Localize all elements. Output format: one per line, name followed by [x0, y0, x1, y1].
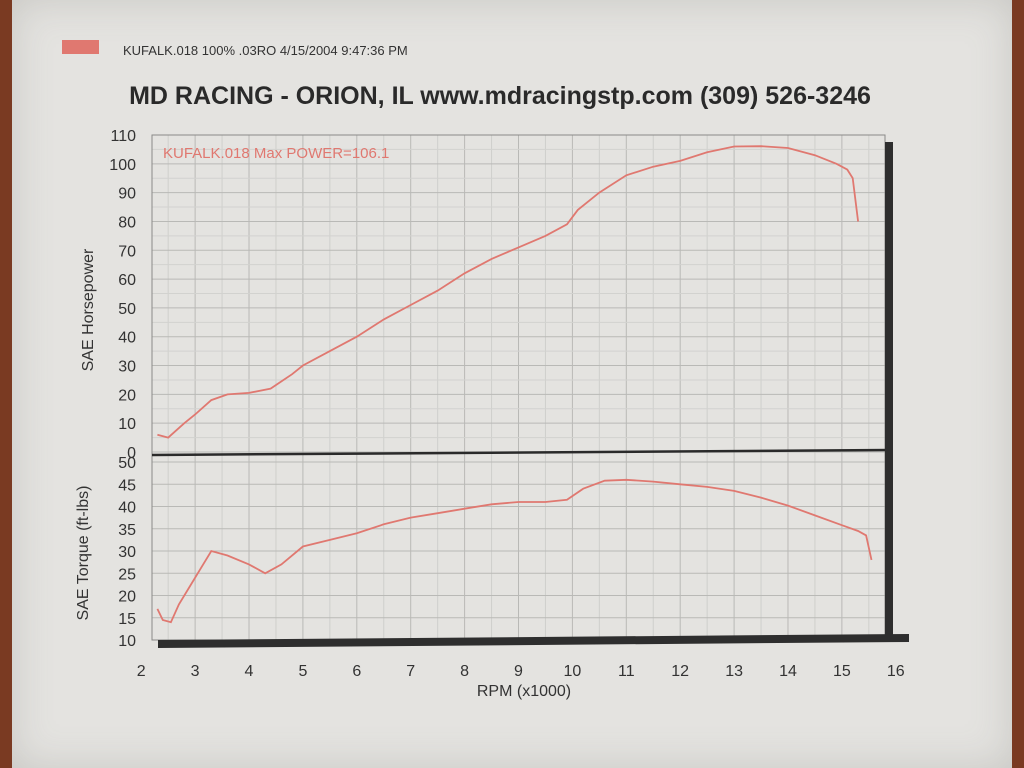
hp-tick-label: 100 — [109, 157, 136, 174]
rpm-tick-label: 11 — [618, 663, 635, 680]
torque-tick-label: 15 — [118, 611, 136, 628]
hp-tick-label: 90 — [118, 186, 136, 203]
hp-tick-label: 30 — [118, 359, 136, 376]
horsepower-series-line — [157, 145, 859, 439]
hp-tick-label: 20 — [118, 387, 136, 404]
rpm-tick-label: 14 — [779, 663, 797, 680]
max-power-annotation: KUFALK.018 Max POWER=106.1 — [163, 145, 389, 162]
panel-divider — [151, 448, 894, 457]
horsepower-axis-label: SAE Horsepower — [80, 248, 97, 371]
grid — [152, 134, 885, 641]
rpm-tick-label: 6 — [352, 663, 361, 680]
torque-tick-label: 45 — [118, 477, 136, 494]
page-title: MD RACING - ORION, IL www.mdracingstp.co… — [129, 82, 871, 110]
chart-frame — [151, 134, 909, 648]
rpm-tick-label: 3 — [191, 663, 200, 680]
hp-tick-label: 80 — [118, 214, 136, 231]
hp-tick-label: 70 — [118, 243, 136, 260]
run-info-legend: KUFALK.018 100% .03RO 4/15/2004 9:47:36 … — [123, 43, 408, 58]
torque-series-line — [156, 478, 873, 624]
rpm-axis-label: RPM (x1000) — [477, 683, 571, 700]
rpm-tick-label: 5 — [298, 663, 307, 680]
rpm-tick-label: 12 — [671, 663, 689, 680]
hp-tick-label: 60 — [118, 272, 136, 289]
horsepower-y-ticks: 0 10 20 30 40 50 60 70 80 90 100 110 — [109, 128, 136, 462]
torque-tick-label: 30 — [118, 544, 136, 561]
torque-axis-label: SAE Torque (ft-lbs) — [75, 486, 92, 621]
torque-tick-label: 10 — [118, 633, 136, 650]
shadow-right — [885, 142, 893, 642]
torque-tick-label: 40 — [118, 500, 136, 517]
torque-y-ticks: 10 15 20 25 30 35 40 45 50 — [118, 455, 136, 650]
rpm-tick-label: 8 — [460, 663, 469, 680]
rpm-tick-label: 10 — [563, 663, 581, 680]
rpm-tick-label: 13 — [725, 663, 743, 680]
rpm-x-ticks: 2 3 4 5 6 7 8 9 10 11 12 13 14 15 16 — [137, 663, 905, 680]
torque-tick-label: 25 — [118, 566, 136, 583]
rpm-tick-label: 15 — [833, 663, 851, 680]
rpm-tick-label: 4 — [245, 663, 254, 680]
legend-swatch — [62, 40, 99, 54]
hp-tick-label: 0 — [127, 445, 136, 462]
hp-tick-label: 110 — [110, 128, 136, 145]
rpm-tick-label: 16 — [887, 663, 905, 680]
rpm-tick-label: 9 — [514, 663, 523, 680]
torque-tick-label: 50 — [118, 455, 136, 472]
torque-tick-label: 35 — [118, 522, 136, 539]
hp-tick-label: 10 — [118, 416, 136, 433]
torque-tick-label: 20 — [118, 589, 136, 606]
rpm-tick-label: 2 — [137, 663, 146, 680]
hp-tick-label: 50 — [118, 301, 136, 318]
rpm-tick-label: 7 — [406, 663, 415, 680]
shadow-bottom — [158, 634, 909, 648]
hp-tick-label: 40 — [118, 330, 136, 347]
